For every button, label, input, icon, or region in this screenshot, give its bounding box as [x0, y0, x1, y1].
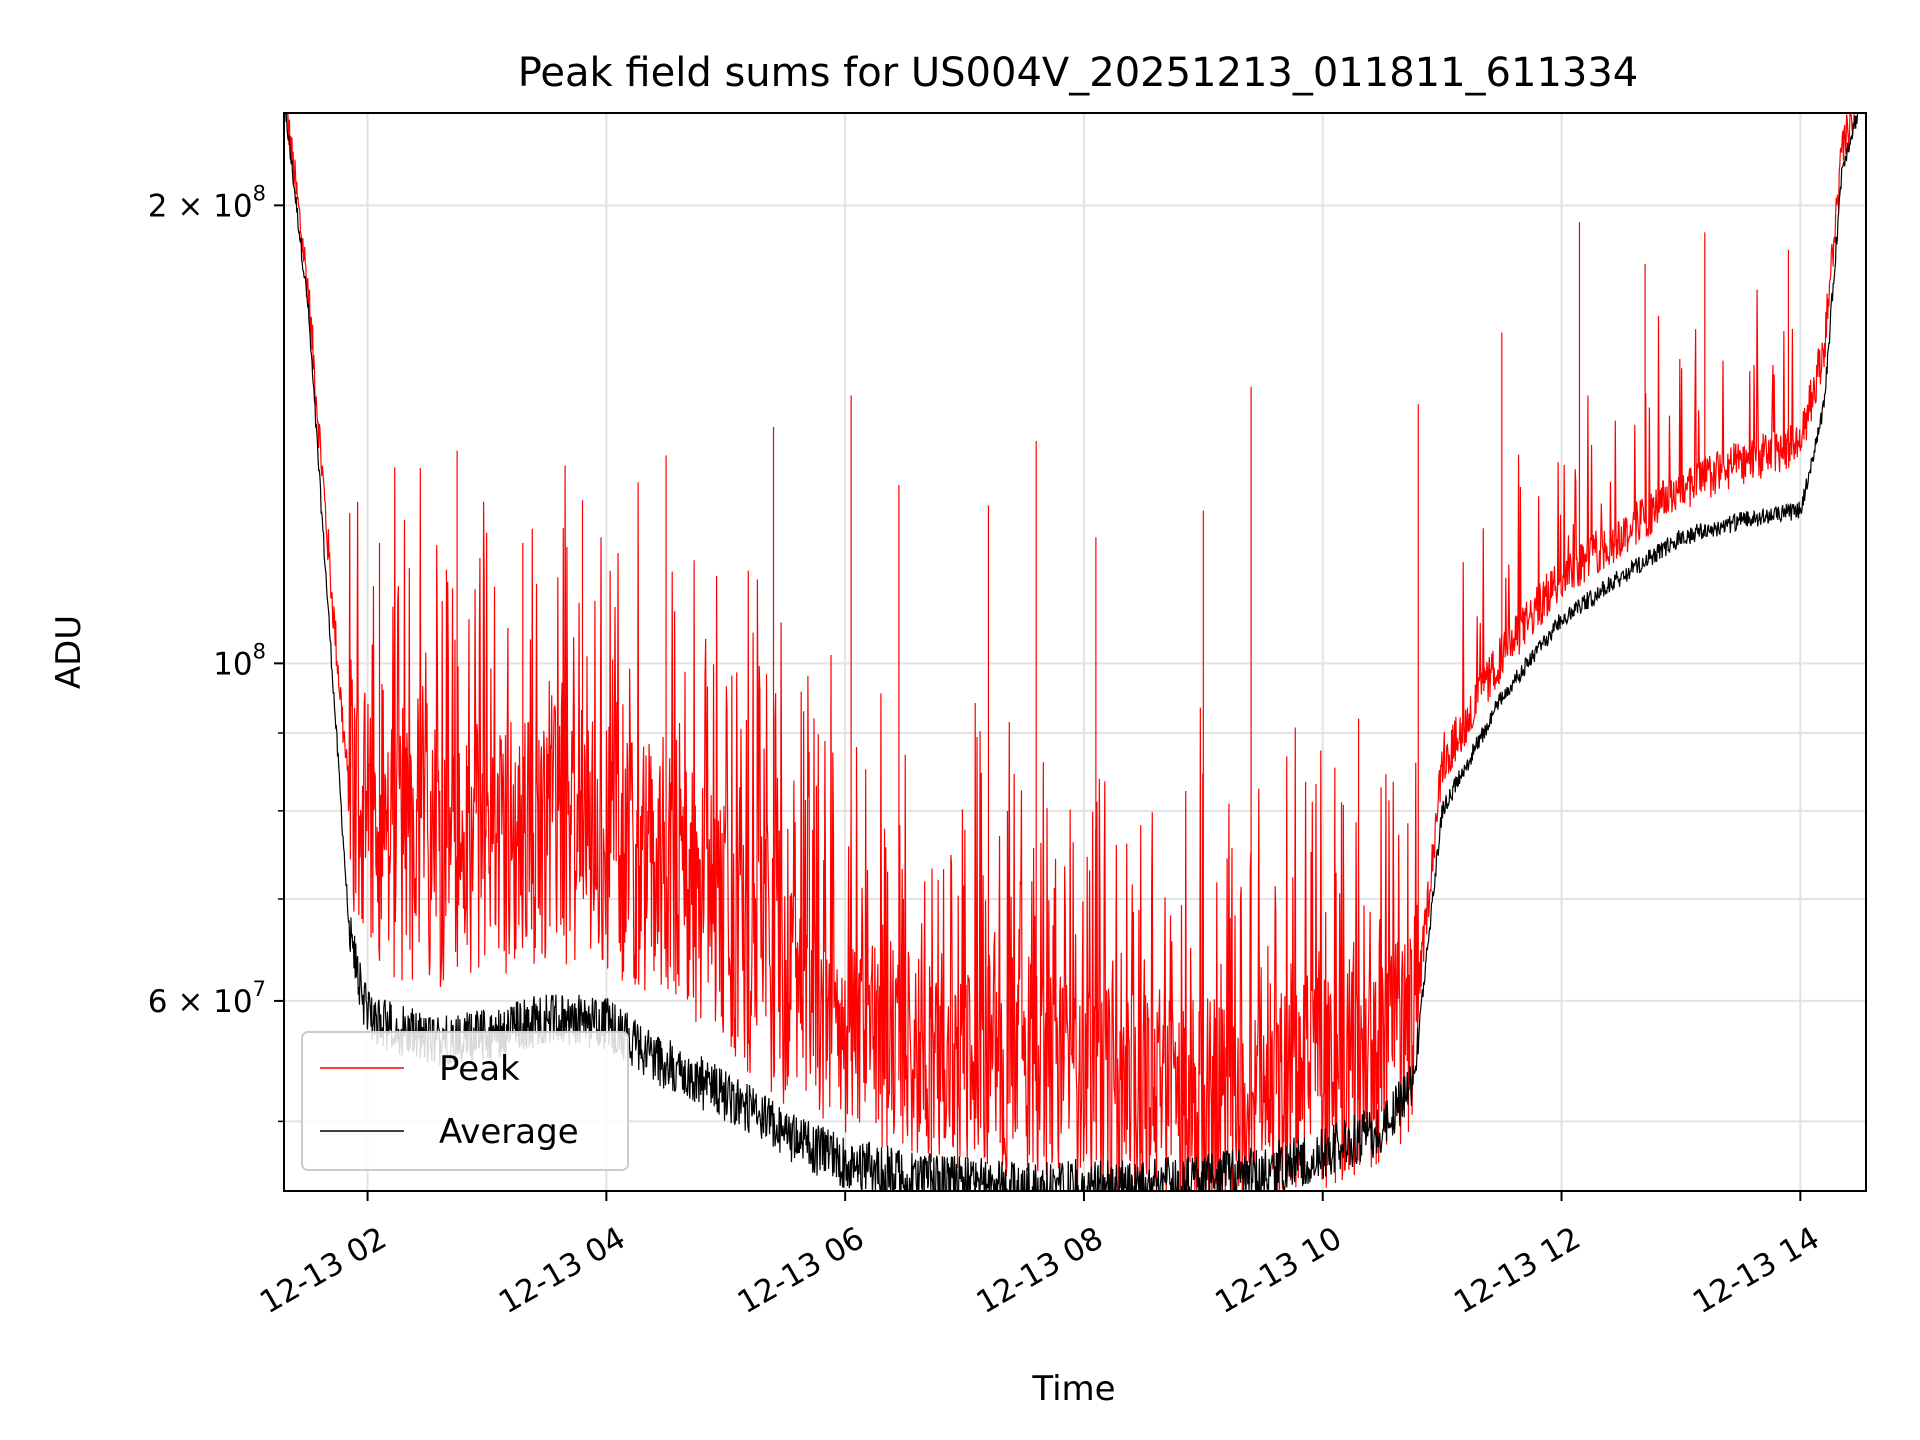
- chart-title: Peak field sums for US004V_20251213_0118…: [518, 50, 1639, 96]
- y-tick-mantissa: 2 × 10: [148, 188, 253, 224]
- legend-box: [301, 1031, 629, 1171]
- y-tick-exponent: 8: [253, 181, 266, 205]
- y-tick-label: 6 × 107: [148, 977, 266, 1020]
- legend: Peak Average: [301, 1031, 629, 1171]
- series-peak-line: [285, 113, 1855, 1191]
- plot-frame: [283, 112, 1867, 1192]
- y-tick-mantissa: 10: [213, 646, 252, 682]
- x-axis-label: Time: [1031, 1369, 1115, 1409]
- y-axis-label: ADU: [49, 615, 89, 689]
- series-layer: [285, 113, 1859, 1191]
- y-tick-exponent: 8: [253, 639, 266, 663]
- legend-peak-label: Peak: [439, 1049, 520, 1089]
- y-tick-label: 108: [213, 639, 266, 682]
- y-tick-exponent: 7: [253, 977, 266, 1001]
- series-average-line: [285, 113, 1859, 1191]
- y-tick-mantissa: 6 × 10: [148, 984, 253, 1020]
- y-tick-label: 2 × 108: [148, 181, 266, 224]
- legend-average-label: Average: [439, 1112, 579, 1152]
